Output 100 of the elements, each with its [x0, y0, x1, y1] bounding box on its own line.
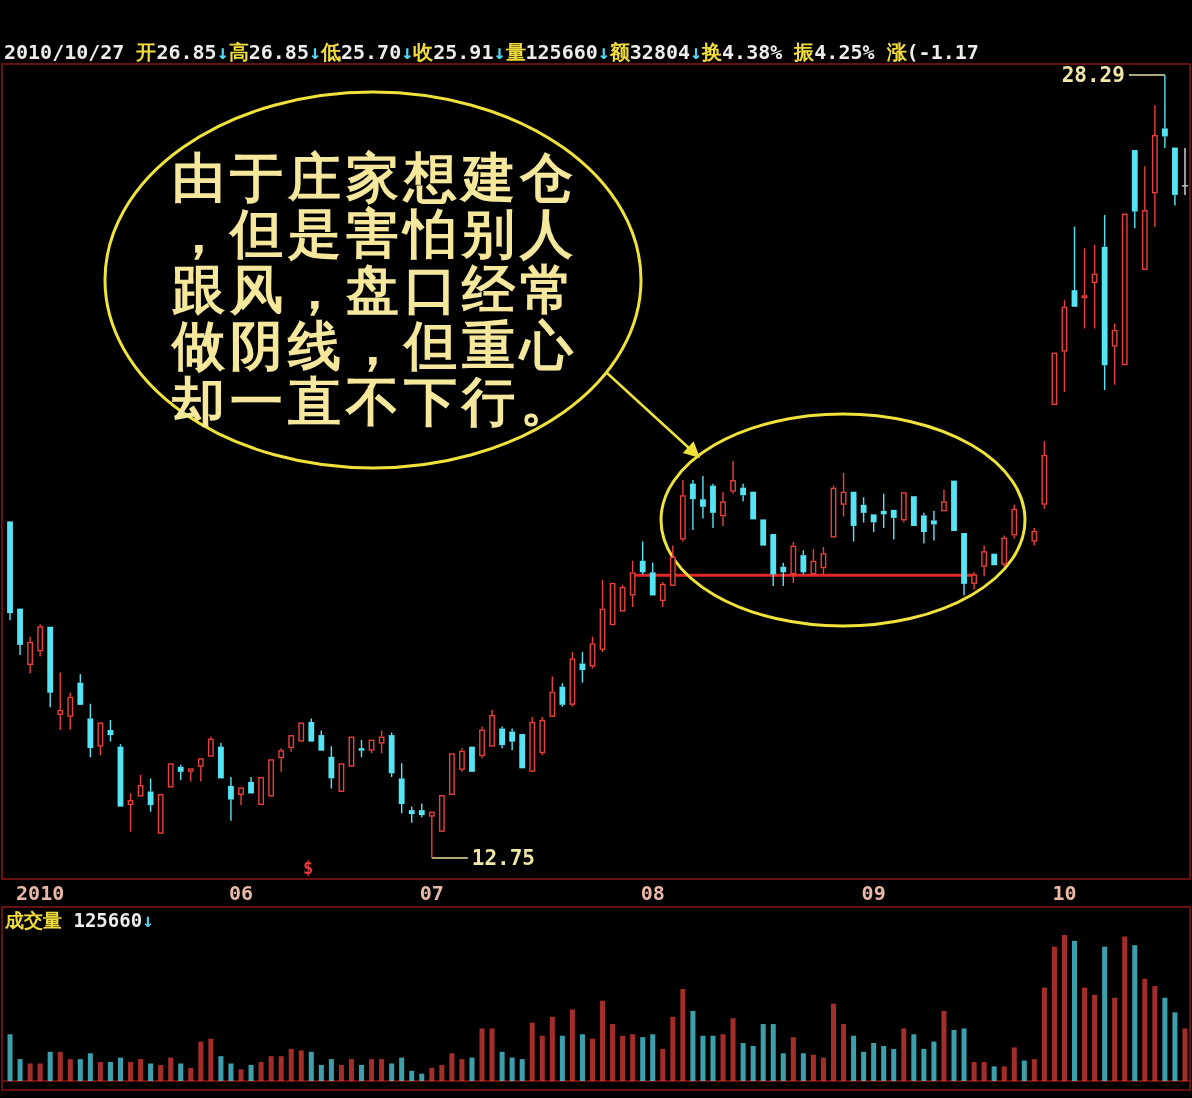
candlestick — [489, 709, 495, 747]
bar — [459, 1059, 465, 1081]
bar — [1082, 987, 1088, 1081]
bar — [27, 1063, 33, 1081]
candlestick — [27, 636, 34, 675]
bar — [389, 1063, 395, 1081]
bar — [57, 1051, 63, 1081]
x-tick-label: 2010 — [16, 881, 65, 905]
bar — [369, 1059, 375, 1081]
annotation: 28.29 — [1061, 63, 1125, 87]
candlestick — [1101, 214, 1108, 391]
bar — [1072, 940, 1078, 1081]
bar — [1021, 1060, 1027, 1081]
bar — [931, 1041, 937, 1081]
candlestick — [17, 608, 23, 656]
candlestick — [679, 479, 686, 543]
bar — [549, 1016, 555, 1081]
candlestick — [298, 722, 305, 742]
bar — [429, 1067, 435, 1081]
bar — [489, 1028, 495, 1081]
bar — [409, 1070, 415, 1081]
candlestick — [1172, 147, 1178, 207]
bar — [379, 1059, 385, 1081]
bar — [700, 1035, 706, 1081]
bar — [871, 1043, 877, 1081]
bar — [600, 1000, 606, 1081]
bar — [559, 1035, 565, 1081]
bar — [1152, 986, 1158, 1081]
candlestick — [207, 735, 214, 757]
bar — [158, 1064, 164, 1081]
bar — [1092, 994, 1098, 1081]
candlestick — [1151, 104, 1158, 228]
candlestick — [730, 460, 736, 495]
bar — [258, 1062, 264, 1081]
candlestick — [700, 475, 706, 520]
bar — [961, 1028, 967, 1081]
bar — [1051, 946, 1057, 1081]
bar — [891, 1048, 897, 1081]
bar — [218, 1056, 224, 1081]
bar — [1142, 978, 1148, 1081]
bar — [188, 1067, 194, 1081]
bar — [851, 1035, 857, 1081]
bar — [419, 1073, 425, 1081]
bar — [1112, 997, 1118, 1081]
candlestick — [278, 747, 285, 773]
bar — [138, 1059, 144, 1081]
bar — [328, 1059, 334, 1081]
bar — [1031, 1059, 1037, 1081]
bar — [710, 1035, 716, 1081]
x-tick-label: 09 — [861, 881, 886, 905]
bar — [449, 1053, 455, 1081]
bar — [37, 1063, 43, 1081]
bar — [800, 1053, 806, 1081]
candlestick — [428, 811, 435, 859]
bar — [740, 1043, 746, 1081]
bar — [358, 1064, 365, 1081]
candlestick — [1141, 165, 1148, 270]
bar — [1122, 936, 1128, 1081]
bar — [941, 1010, 947, 1081]
bar — [288, 1048, 294, 1081]
bar — [730, 1018, 736, 1081]
candlestick — [127, 792, 134, 833]
candlestick — [710, 482, 716, 529]
bar — [7, 1034, 13, 1081]
bar — [117, 1057, 123, 1081]
bar — [750, 1045, 756, 1081]
candlestick — [228, 776, 234, 822]
x-tick-label: 07 — [419, 881, 444, 905]
candlestick — [951, 480, 957, 531]
bar — [348, 1059, 354, 1081]
x-tick-label: 10 — [1052, 881, 1077, 905]
bar — [168, 1057, 174, 1081]
bar — [338, 1064, 344, 1081]
bar — [640, 1037, 646, 1081]
candlestick — [931, 510, 937, 542]
bar — [1011, 1047, 1017, 1081]
candlestick — [258, 776, 264, 806]
candlestick — [720, 490, 726, 527]
bar — [509, 1057, 515, 1081]
bar — [780, 1053, 786, 1081]
candlestick — [218, 742, 224, 779]
bar — [1182, 1028, 1188, 1081]
chart-title: 成交量 125660↓ — [4, 909, 154, 931]
candlestick — [87, 703, 94, 758]
annotation: 12.75 — [471, 846, 536, 870]
bar — [539, 1035, 545, 1081]
bar — [589, 1038, 595, 1081]
annotation: 由于庄家想建仓，但是害怕别人跟风，盘口经常做阴线，但重心却一直不下行。 — [170, 146, 578, 432]
bar — [479, 1028, 485, 1081]
candlestick — [981, 544, 988, 578]
bar — [971, 1062, 977, 1081]
candlestick — [469, 746, 475, 772]
candlestick — [1091, 244, 1098, 330]
bar — [1041, 987, 1047, 1081]
candlestick — [991, 553, 998, 566]
bar — [579, 1034, 585, 1081]
bar — [439, 1064, 445, 1081]
candlestick — [941, 488, 947, 512]
bar — [248, 1064, 254, 1081]
candlestick — [750, 491, 757, 520]
